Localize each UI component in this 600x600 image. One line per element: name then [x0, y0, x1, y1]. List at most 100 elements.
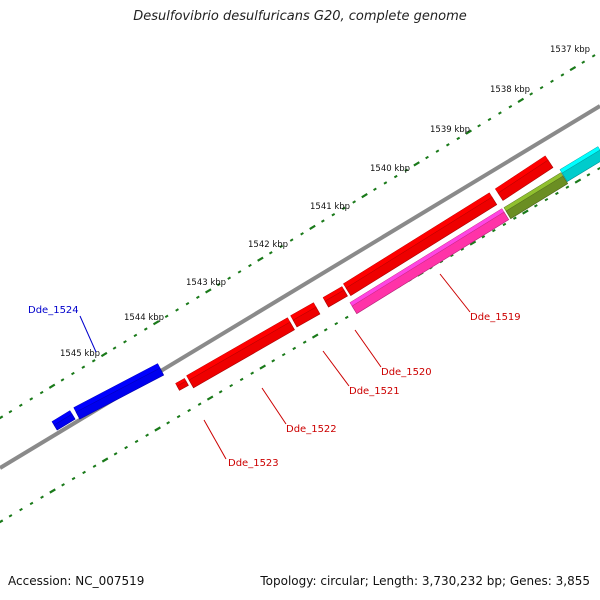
scale-label: 1541 kbp	[310, 202, 350, 212]
scale-label: 1544 kbp	[124, 313, 164, 323]
minor-tick	[445, 143, 450, 147]
minor-tick	[227, 276, 232, 280]
minor-tick	[185, 301, 190, 306]
gene-bevel	[343, 192, 493, 289]
minor-tick	[341, 206, 346, 211]
gene-label-leader	[322, 350, 350, 387]
minor-tick	[91, 359, 96, 363]
minor-tick	[560, 73, 565, 77]
minor-tick	[289, 238, 294, 242]
gene-label[interactable]: Dde_1520	[381, 367, 432, 378]
major-tick	[259, 364, 267, 370]
minor-tick	[61, 483, 65, 487]
major-tick	[154, 426, 161, 432]
minor-tick	[133, 333, 138, 338]
gene-label[interactable]: Dde_1521	[349, 386, 400, 397]
gene-bevel	[494, 155, 549, 194]
minor-tick	[216, 282, 221, 287]
major-tick	[257, 256, 264, 262]
minor-tick	[550, 79, 554, 83]
gene-pink[interactable]	[349, 208, 510, 315]
minor-tick	[71, 476, 76, 481]
gene-body	[188, 321, 295, 389]
gene-bevel	[503, 172, 564, 212]
minor-tick	[586, 173, 591, 177]
gene-bevel	[186, 317, 291, 381]
gene-label[interactable]: Dde_1519	[470, 312, 521, 323]
minor-tick	[581, 60, 586, 64]
gene-bevel	[73, 363, 161, 413]
minor-tick	[435, 149, 440, 153]
minor-tick	[491, 228, 496, 233]
major-tick	[413, 161, 420, 167]
gene-label[interactable]: Dde_1523	[228, 458, 279, 469]
gene-dde-1524-part1[interactable]	[51, 410, 76, 431]
minor-tick	[456, 136, 461, 141]
minor-tick	[344, 315, 349, 320]
gene-red-upstream[interactable]	[494, 155, 554, 201]
major-tick	[204, 288, 212, 294]
minor-tick	[164, 314, 169, 319]
minor-tick	[250, 371, 255, 375]
major-tick	[152, 320, 160, 326]
minor-tick	[539, 85, 544, 90]
gene-labels: Dde_1524 Dde_1523 Dde_1522 Dde_1521 Dde_1520…	[28, 305, 521, 469]
gene-bevel	[290, 302, 317, 321]
scale-label: 1538 kbp	[490, 85, 530, 95]
gene-olive[interactable]	[503, 172, 569, 220]
inner-tick-track	[0, 166, 600, 524]
gene-dde-1521[interactable]	[290, 302, 321, 328]
minor-tick	[29, 397, 34, 401]
minor-tick	[533, 204, 538, 208]
major-tick	[361, 193, 368, 199]
minor-tick	[218, 390, 223, 394]
map-title: Desulfovibrio desulfuricans G20, complet…	[133, 9, 467, 24]
major-tick	[100, 351, 108, 358]
minor-tick	[81, 365, 86, 369]
scale-label: 1540 kbp	[370, 164, 410, 174]
minor-tick	[197, 402, 202, 406]
minor-tick	[331, 213, 336, 217]
gene-label[interactable]: Dde_1522	[286, 424, 337, 435]
major-tick	[465, 129, 472, 135]
gene-dde-1520[interactable]	[322, 286, 348, 308]
major-tick	[49, 488, 56, 494]
minor-tick	[8, 514, 13, 518]
minor-tick	[300, 232, 304, 236]
gene-dde-1519[interactable]	[343, 192, 498, 297]
minor-tick	[71, 371, 75, 376]
major-tick	[206, 395, 214, 401]
minor-tick	[248, 263, 252, 268]
gene-body	[351, 211, 510, 315]
minor-tick	[544, 197, 549, 202]
gene-dde-1523[interactable]	[175, 378, 189, 391]
gene-label-leader	[79, 315, 97, 353]
minor-tick	[268, 251, 273, 255]
gene-label-leader	[261, 387, 287, 425]
gene-cyan[interactable]	[559, 146, 600, 182]
gene-bevel	[349, 208, 505, 307]
minor-tick	[166, 421, 171, 425]
minor-tick	[512, 216, 517, 220]
major-tick	[569, 65, 577, 72]
minor-tick	[143, 327, 148, 331]
minor-tick	[39, 390, 44, 395]
gene-label[interactable]: Dde_1524	[28, 305, 79, 316]
minor-tick	[292, 346, 297, 351]
major-tick	[0, 519, 4, 524]
minor-tick	[352, 200, 357, 204]
major-tick	[311, 333, 319, 339]
gene-label-leader	[439, 273, 471, 313]
minor-tick	[8, 409, 13, 414]
minor-tick	[383, 181, 388, 185]
minor-tick	[187, 408, 192, 413]
gene-dde-1524-part2[interactable]	[73, 363, 165, 420]
gene-dde-1522[interactable]	[186, 317, 295, 389]
outer-tick-track	[0, 54, 596, 420]
scale-label: 1545 kbp	[60, 349, 100, 359]
minor-tick	[502, 222, 507, 227]
minor-tick	[229, 383, 234, 388]
minor-tick	[477, 124, 481, 128]
minor-tick	[124, 445, 128, 450]
